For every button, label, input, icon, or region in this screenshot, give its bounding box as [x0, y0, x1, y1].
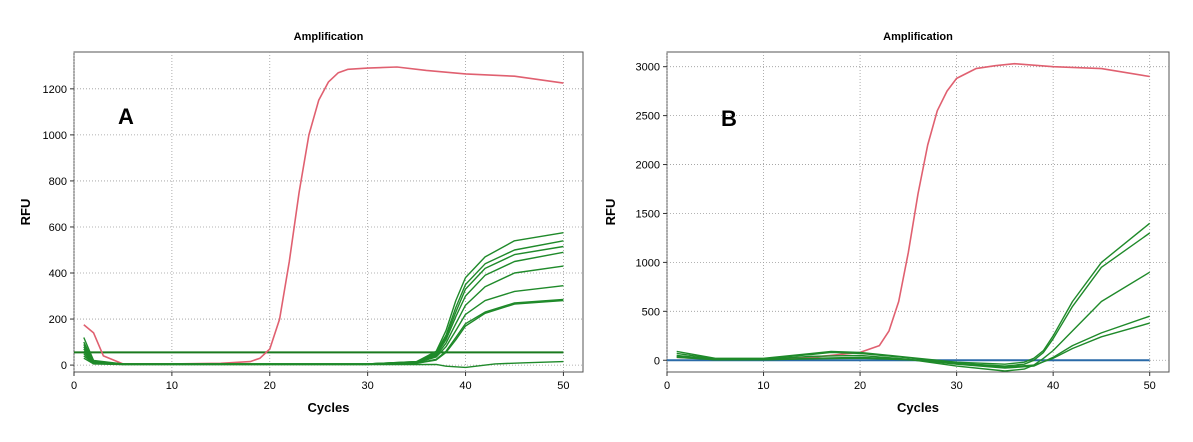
amplification-chart-a: 0 10 20 30 40 50 0 200 400 600 800 1000 1200 Amplific… — [18, 31, 584, 415]
x-tick-label: 10 — [757, 380, 769, 392]
y-tick-label: 1200 — [43, 84, 67, 96]
y-axis-label: RFU — [18, 199, 33, 226]
panel-label: A — [118, 104, 134, 129]
plot-area — [73, 51, 584, 373]
y-tick-label: 0 — [654, 355, 660, 367]
y-tick-label: 2500 — [636, 111, 660, 123]
y-tick-label: 1500 — [636, 208, 660, 220]
x-tick-label: 20 — [854, 380, 866, 392]
y-tick-label: 2000 — [636, 160, 660, 172]
x-tick-label: 50 — [557, 380, 569, 392]
sample-curve — [676, 222, 1151, 365]
x-tick-label: 50 — [1144, 380, 1156, 392]
x-tick-label: 0 — [71, 380, 77, 392]
x-tick-label: 30 — [362, 380, 374, 392]
sample-curve — [676, 322, 1150, 368]
x-axis-label: Cycles — [308, 400, 350, 415]
y-tick-label: 800 — [49, 176, 67, 188]
amplification-chart-b: 0 10 20 30 40 50050010001500200025003000Ampli… — [603, 31, 1170, 415]
sample-curve — [676, 271, 1151, 372]
y-tick-label: 0 — [61, 360, 67, 372]
y-tick-label: 200 — [49, 314, 67, 326]
x-tick-label: 40 — [1047, 380, 1059, 392]
panel-label: B — [721, 106, 737, 131]
y-tick-label: 1000 — [636, 257, 660, 269]
x-axis-label: Cycles — [897, 400, 939, 415]
chart-title: Amplification — [883, 31, 953, 43]
x-tick-label: 40 — [459, 380, 471, 392]
y-tick-label: 400 — [49, 268, 67, 280]
y-axis-label: RFU — [603, 199, 618, 226]
chart-title: Amplification — [294, 31, 364, 43]
x-tick-label: 30 — [950, 380, 962, 392]
y-tick-label: 1000 — [43, 130, 67, 142]
y-tick-label: 600 — [49, 222, 67, 234]
sample-curve — [83, 357, 564, 369]
y-tick-label: 3000 — [636, 62, 660, 74]
y-tick-label: 500 — [642, 306, 660, 318]
x-tick-label: 20 — [264, 380, 276, 392]
plot-area — [666, 51, 1170, 373]
x-tick-label: 10 — [166, 380, 178, 392]
x-tick-label: 0 — [664, 380, 670, 392]
